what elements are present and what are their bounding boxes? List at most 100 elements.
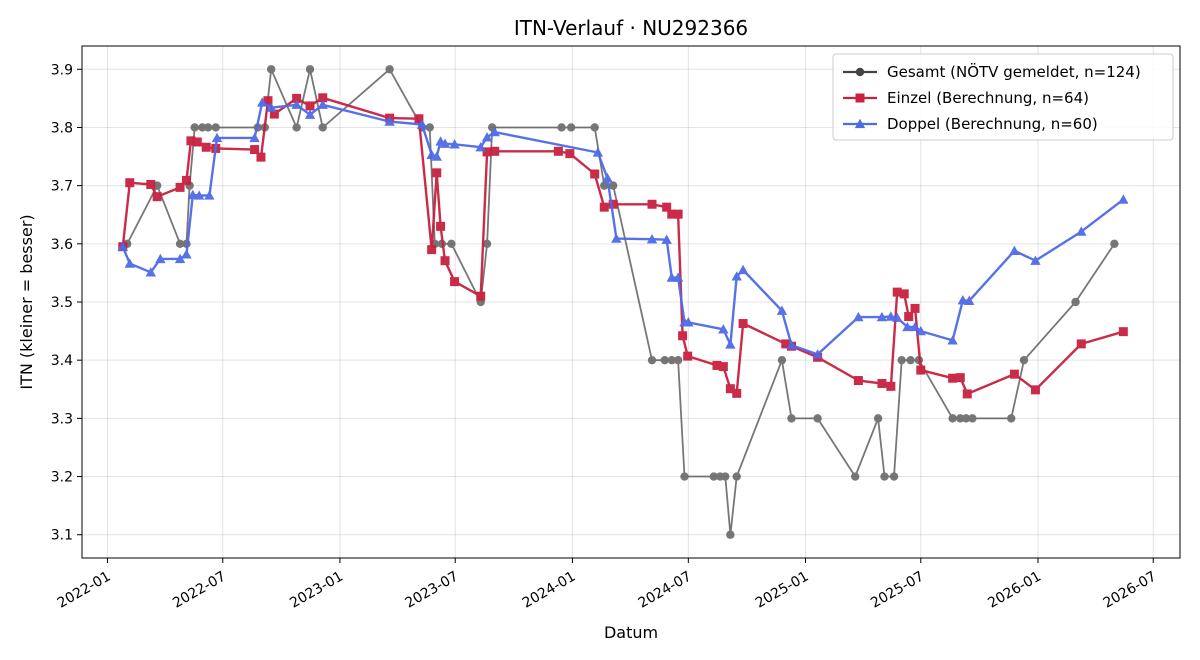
data-point-gesamt xyxy=(897,355,906,365)
data-point-doppel xyxy=(193,190,205,200)
data-point-doppel xyxy=(204,190,215,200)
data-point-einzel xyxy=(482,147,492,157)
data-point-einzel xyxy=(904,312,914,322)
data-point-einzel xyxy=(146,179,156,189)
data-point-gesamt xyxy=(732,472,741,481)
data-point-einzel xyxy=(186,136,196,146)
data-point-doppel xyxy=(776,305,788,315)
y-axis-label: ITN (kleiner = besser) xyxy=(17,214,36,389)
data-point-gesamt xyxy=(1110,239,1119,249)
data-point-einzel xyxy=(678,331,688,341)
data-point-doppel xyxy=(731,271,742,281)
data-point-gesamt xyxy=(709,472,718,481)
data-point-einzel xyxy=(781,339,791,349)
data-point-einzel xyxy=(732,388,742,398)
data-point-einzel xyxy=(916,365,926,375)
legend-label-einzel: Einzel (Berechnung, n=64) xyxy=(887,89,1089,107)
data-point-gesamt xyxy=(889,472,899,481)
y-tick-label: 3.1 xyxy=(51,528,73,544)
data-point-einzel xyxy=(553,146,563,156)
data-point-einzel xyxy=(181,175,191,185)
data-point-gesamt xyxy=(566,123,576,132)
data-point-einzel xyxy=(318,93,328,103)
data-point-einzel xyxy=(269,109,279,119)
data-point-gesamt xyxy=(608,181,618,190)
data-point-einzel xyxy=(673,209,683,219)
data-point-einzel xyxy=(910,303,920,313)
data-point-gesamt xyxy=(850,472,860,481)
data-point-einzel xyxy=(432,168,442,178)
data-point-gesamt xyxy=(777,355,787,365)
data-point-doppel xyxy=(174,253,186,264)
data-point-einzel xyxy=(877,378,887,388)
data-point-einzel xyxy=(955,373,965,383)
data-point-gesamt xyxy=(873,414,883,423)
data-point-doppel xyxy=(145,267,156,277)
data-point-gesamt xyxy=(600,181,609,190)
data-point-gesamt xyxy=(175,239,185,249)
data-point-doppel xyxy=(892,312,903,322)
plot-series xyxy=(117,65,1129,539)
data-point-doppel xyxy=(489,126,500,137)
data-point-gesamt xyxy=(305,65,315,74)
data-point-einzel xyxy=(647,199,657,209)
data-point-einzel xyxy=(738,319,748,329)
legend-label-gesamt: Gesamt (NÖTV gemeldet, n=124) xyxy=(887,62,1141,81)
data-point-doppel xyxy=(885,311,897,321)
data-point-doppel xyxy=(812,349,823,359)
data-point-doppel xyxy=(602,172,613,183)
data-point-doppel xyxy=(902,321,913,332)
data-point-einzel xyxy=(899,289,909,299)
data-point-doppel xyxy=(384,116,395,126)
data-point-gesamt xyxy=(292,123,301,132)
data-point-doppel xyxy=(181,249,192,259)
legend: Gesamt (NÖTV gemeldet, n=124) Einzel (Ber… xyxy=(832,53,1174,141)
data-point-doppel xyxy=(672,272,684,282)
y-tick-label: 3.4 xyxy=(51,353,73,369)
data-point-einzel xyxy=(886,381,896,391)
data-point-doppel xyxy=(611,233,622,243)
data-point-gesamt xyxy=(1019,355,1029,365)
data-point-einzel xyxy=(440,256,450,266)
data-point-gesamt xyxy=(667,355,676,365)
data-point-einzel xyxy=(152,192,162,202)
y-tick-label: 3.7 xyxy=(51,179,73,195)
data-point-gesamt xyxy=(590,123,599,132)
data-point-gesamt xyxy=(211,123,220,132)
data-point-doppel xyxy=(1076,226,1087,236)
data-point-doppel xyxy=(592,147,604,157)
data-point-doppel xyxy=(257,97,268,107)
data-point-gesamt xyxy=(447,239,456,249)
data-point-doppel xyxy=(475,142,486,152)
data-point-gesamt xyxy=(673,355,683,365)
data-point-gesamt xyxy=(721,472,730,481)
data-point-doppel xyxy=(439,138,451,148)
data-point-doppel xyxy=(449,139,460,149)
data-point-einzel xyxy=(718,362,728,372)
data-point-doppel xyxy=(915,325,926,336)
data-point-gesamt xyxy=(425,123,434,132)
data-point-gesamt xyxy=(726,530,735,539)
data-point-doppel xyxy=(249,132,260,143)
data-point-gesamt xyxy=(680,472,689,481)
series-doppel xyxy=(117,97,1129,359)
data-point-doppel xyxy=(291,99,302,109)
data-point-doppel xyxy=(481,132,493,142)
data-point-einzel xyxy=(292,93,302,103)
data-point-einzel xyxy=(175,182,185,192)
data-point-einzel xyxy=(948,373,958,383)
data-point-doppel xyxy=(431,151,442,161)
data-point-einzel xyxy=(712,360,722,370)
data-point-einzel xyxy=(725,384,735,394)
data-point-einzel xyxy=(436,221,446,231)
x-axis-label: Datum xyxy=(604,623,658,642)
y-tick-label: 3.9 xyxy=(51,62,73,78)
data-point-gesamt xyxy=(787,414,796,423)
y-tick-label: 3.5 xyxy=(51,295,73,311)
data-point-einzel xyxy=(250,145,260,155)
data-point-einzel xyxy=(853,376,863,386)
data-point-einzel xyxy=(427,245,437,255)
data-point-gesamt xyxy=(557,123,566,132)
data-point-doppel xyxy=(725,339,736,349)
